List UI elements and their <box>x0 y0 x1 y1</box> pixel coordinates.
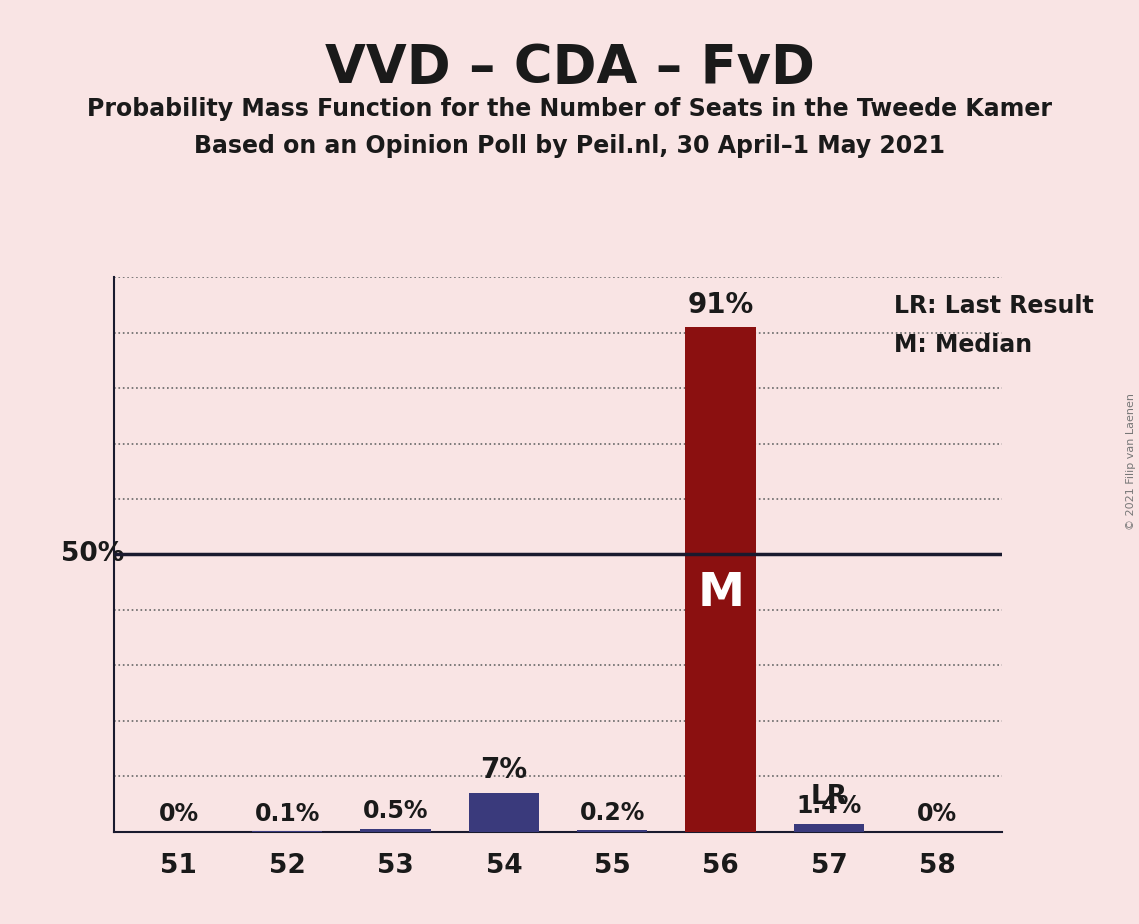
Text: © 2021 Filip van Laenen: © 2021 Filip van Laenen <box>1126 394 1136 530</box>
Text: 0.5%: 0.5% <box>363 799 428 823</box>
Text: 0%: 0% <box>917 802 958 826</box>
Text: M: Median: M: Median <box>894 333 1032 357</box>
Text: LR: LR <box>811 784 847 810</box>
Text: 1.4%: 1.4% <box>796 795 861 819</box>
Text: VVD – CDA – FvD: VVD – CDA – FvD <box>325 42 814 93</box>
Text: 7%: 7% <box>481 757 527 784</box>
Text: LR: Last Result: LR: Last Result <box>894 294 1093 318</box>
Text: 50%: 50% <box>62 541 125 567</box>
Bar <box>360 829 431 832</box>
Text: Probability Mass Function for the Number of Seats in the Tweede Kamer: Probability Mass Function for the Number… <box>87 97 1052 121</box>
Text: 91%: 91% <box>688 291 754 319</box>
Bar <box>794 824 865 832</box>
Text: 0%: 0% <box>158 802 199 826</box>
Bar <box>686 327 756 832</box>
Text: 0.2%: 0.2% <box>580 801 645 825</box>
Bar <box>469 793 539 832</box>
Text: 0.1%: 0.1% <box>254 801 320 825</box>
Bar <box>577 831 647 832</box>
Text: M: M <box>697 571 744 615</box>
Text: Based on an Opinion Poll by Peil.nl, 30 April–1 May 2021: Based on an Opinion Poll by Peil.nl, 30 … <box>194 134 945 158</box>
